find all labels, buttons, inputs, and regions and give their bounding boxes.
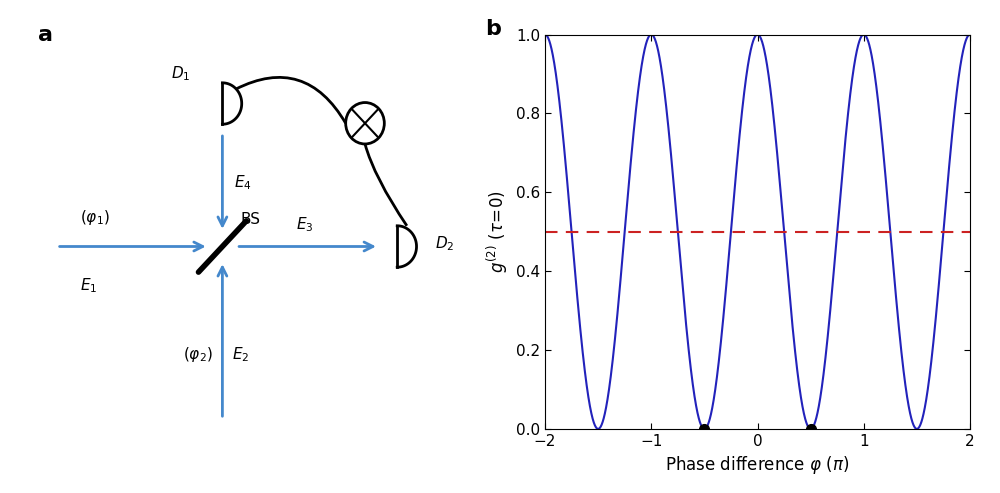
Text: $D_1$: $D_1$ xyxy=(171,65,190,83)
Y-axis label: $g^{(2)}$ $(\tau\!=\!0)$: $g^{(2)}$ $(\tau\!=\!0)$ xyxy=(485,190,510,273)
Text: $E_4$: $E_4$ xyxy=(234,173,252,192)
Text: a: a xyxy=(38,25,53,45)
Text: $(\varphi_2)$: $(\varphi_2)$ xyxy=(183,346,213,364)
X-axis label: Phase difference $\varphi$ $(\pi)$: Phase difference $\varphi$ $(\pi)$ xyxy=(665,455,850,476)
Text: $E_3$: $E_3$ xyxy=(296,215,314,234)
Text: $E_1$: $E_1$ xyxy=(80,276,97,295)
Text: BS: BS xyxy=(241,212,261,227)
Text: $E_2$: $E_2$ xyxy=(232,346,249,364)
Text: $D_2$: $D_2$ xyxy=(435,235,454,253)
Text: b: b xyxy=(486,19,501,39)
Text: $(\varphi_1)$: $(\varphi_1)$ xyxy=(80,208,110,227)
